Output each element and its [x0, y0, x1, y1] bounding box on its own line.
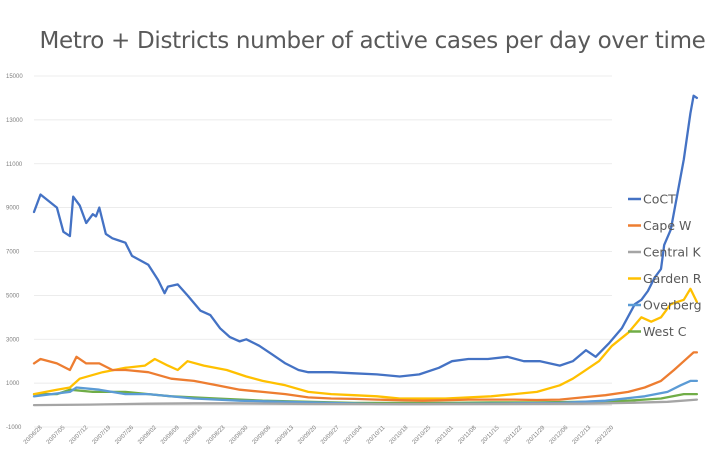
- legend-label-coct: CoCT: [643, 192, 676, 207]
- legend-label-cape-w: Cape W: [643, 218, 691, 233]
- y-tick-label: 15000: [6, 74, 23, 80]
- y-tick-label: 3000: [6, 337, 20, 343]
- x-tick-label: 20/08/02: [137, 424, 158, 445]
- y-tick-labels: 15000 13000 11000 9000 7000 5000 3000 1000 -1000: [6, 74, 23, 431]
- x-tick-label: 20/06/28: [23, 424, 44, 445]
- x-tick-label: 20/07/12: [69, 424, 90, 445]
- y-tick-label: 1000: [6, 381, 20, 387]
- x-tick-label: 20/07/19: [91, 424, 112, 445]
- x-tick-label: 20/11/29: [526, 425, 547, 446]
- x-tick-label: 20/10/25: [412, 424, 433, 445]
- legend: CoCT Cape W Central K Garden R Overberg West …: [628, 192, 702, 339]
- y-tick-label: 9000: [6, 206, 20, 212]
- x-tick-label: 20/08/16: [183, 424, 204, 445]
- series-line-cape-w: [32, 351, 699, 402]
- y-tick-label: 5000: [6, 293, 20, 299]
- series-lines: [32, 94, 699, 407]
- x-tick-label: 20/09/06: [252, 424, 273, 445]
- legend-label-west-c: West C: [643, 324, 687, 339]
- y-tick-label: 13000: [6, 118, 23, 124]
- legend-label-overberg: Overberg: [643, 298, 702, 313]
- gridlines: [34, 75, 612, 428]
- x-tick-label: 20/12/06: [549, 424, 570, 445]
- x-tick-label: 20/07/05: [46, 424, 67, 445]
- x-tick-label: 20/09/20: [297, 424, 318, 445]
- x-tick-label: 20/10/04: [343, 424, 364, 445]
- x-tick-label: 20/11/08: [457, 425, 478, 446]
- x-tick-label: 20/09/13: [274, 424, 295, 445]
- x-tick-label: 20/12/13: [572, 424, 593, 445]
- x-tick-label: 20/08/30: [229, 424, 250, 445]
- x-tick-label: 20/08/23: [206, 424, 227, 445]
- series-line-garden-r: [32, 287, 699, 400]
- y-tick-label: 11000: [6, 162, 23, 168]
- y-tick-label: -1000: [6, 425, 22, 431]
- legend-label-central-k: Central K: [643, 245, 701, 260]
- x-tick-label: 20/10/11: [366, 425, 387, 446]
- x-tick-label: 20/11/22: [503, 425, 524, 446]
- x-tick-label: 20/11/01: [435, 425, 456, 446]
- x-tick-labels: 20/06/28 20/07/05 20/07/12 20/07/19 20/07/26…: [23, 424, 616, 445]
- x-tick-label: 20/08/09: [160, 424, 181, 445]
- x-tick-label: 20/09/27: [320, 424, 341, 445]
- y-tick-label: 7000: [6, 250, 20, 256]
- series-line-central-k: [32, 398, 699, 407]
- legend-label-garden-r: Garden R: [643, 271, 702, 286]
- chart-title: Metro + Districts number of active cases…: [0, 28, 721, 54]
- x-tick-label: 20/12/20: [594, 424, 615, 445]
- x-tick-label: 20/07/26: [114, 424, 135, 445]
- series-line-coct: [32, 94, 699, 378]
- x-tick-label: 20/11/15: [480, 425, 501, 446]
- chart-title-text: Metro + Districts number of active cases…: [39, 28, 706, 54]
- x-tick-label: 20/10/18: [389, 424, 410, 445]
